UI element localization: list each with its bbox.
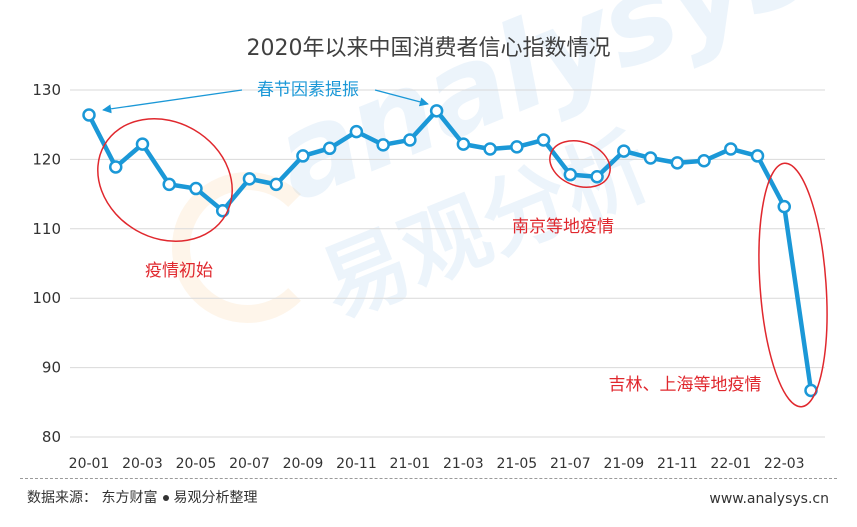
x-tick-label: 21-07	[550, 456, 591, 472]
data-point	[456, 137, 471, 151]
x-tick-label: 20-07	[229, 456, 270, 472]
annotation-arrow-left	[102, 89, 243, 114]
data-point	[563, 167, 578, 182]
x-tick-label: 21-09	[603, 456, 644, 472]
data-point	[536, 133, 551, 147]
x-tick-label: 21-03	[443, 456, 484, 472]
data-point	[269, 177, 283, 192]
data-point	[429, 104, 444, 118]
data-point	[617, 144, 631, 158]
website-url: www.analysys.cn	[709, 491, 829, 507]
annotation-arrow-right	[374, 89, 429, 107]
y-tick-label: 130	[32, 81, 61, 99]
data-point	[724, 142, 738, 156]
annotation-ellipse-jilin	[758, 162, 828, 408]
data-point	[322, 141, 337, 156]
annotation-ellipse-initial	[97, 118, 233, 242]
data-point	[750, 149, 765, 163]
data-point	[403, 133, 417, 147]
data-point	[189, 181, 203, 196]
data-point	[296, 149, 310, 163]
x-tick-label: 20-09	[283, 456, 324, 472]
x-tick-label: 21-11	[657, 456, 698, 472]
data-point	[135, 137, 150, 151]
x-tick-label: 21-01	[390, 456, 431, 472]
x-tick-label: 22-03	[764, 456, 805, 472]
x-tick-label: 21-05	[497, 456, 538, 472]
source-suffix: 易观分析整理	[173, 490, 258, 506]
annotation-ellipse-nanjing	[549, 140, 611, 188]
data-point	[242, 172, 257, 186]
data-point	[590, 170, 604, 184]
data-point	[376, 138, 390, 152]
y-tick-label: 100	[32, 289, 61, 307]
footer-divider	[20, 478, 837, 479]
data-point	[510, 140, 524, 154]
annotation-spring: 春节因素提振	[257, 80, 359, 100]
x-tick-label: 20-03	[122, 456, 163, 472]
x-tick-label: 20-01	[69, 456, 110, 472]
y-tick-label: 110	[32, 220, 61, 238]
y-tick-label: 120	[32, 150, 61, 168]
series-line	[86, 108, 814, 393]
source-prefix: 数据来源： 东方财富	[27, 490, 158, 506]
data-source: 数据来源： 东方财富 易观分析整理	[27, 487, 257, 507]
data-point	[82, 108, 96, 122]
data-point	[777, 199, 792, 214]
data-point	[697, 154, 711, 168]
data-point	[162, 177, 176, 192]
y-tick-label: 80	[42, 428, 61, 446]
x-tick-label: 20-05	[176, 456, 217, 472]
x-tick-label: 22-01	[710, 456, 751, 472]
x-tick-label: 20-11	[336, 456, 377, 472]
data-point	[670, 156, 685, 170]
annotation-jilin: 吉林、上海等地疫情	[609, 375, 762, 395]
data-point	[483, 142, 497, 156]
annotation-nanjing: 南京等地疫情	[512, 217, 614, 237]
data-point	[643, 151, 658, 165]
data-point	[108, 160, 123, 174]
chart-title: 2020年以来中国消费者信心指数情况	[246, 36, 611, 61]
y-tick-label: 90	[42, 359, 61, 377]
annotation-initial: 疫情初始	[145, 261, 213, 281]
line-chart: 80 90 100 110 120 130 20-01 20-03 20-05 20-07 20-0…	[32, 80, 828, 472]
bullet-icon	[163, 495, 170, 501]
data-point	[349, 124, 364, 139]
